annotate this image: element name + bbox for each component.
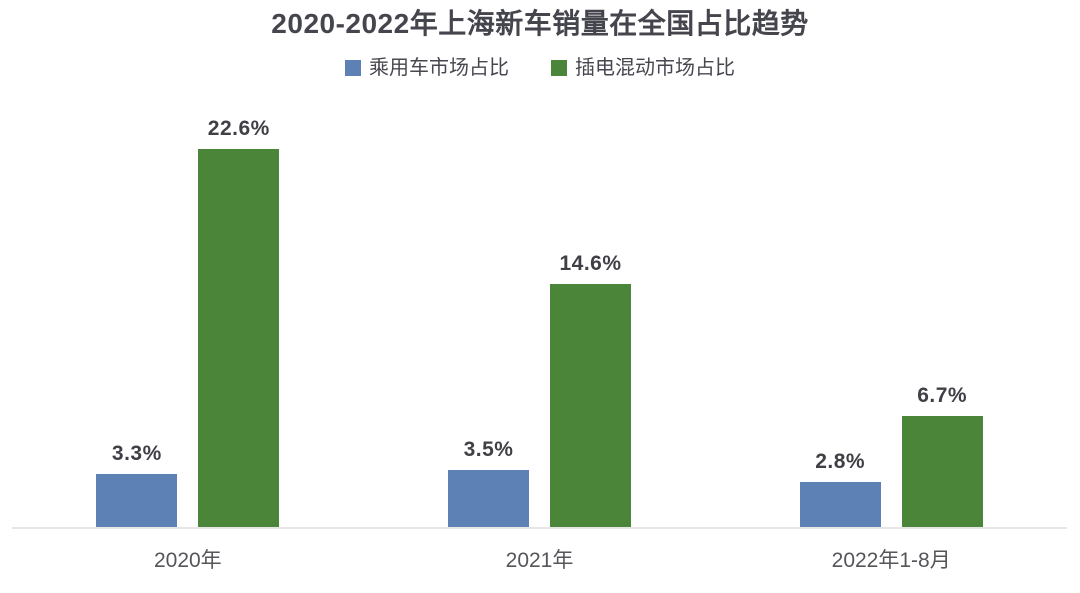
legend: 乘用车市场占比 插电混动市场占比 <box>0 58 1080 78</box>
bar-value-label: 3.3% <box>111 442 162 465</box>
bar-groups: 3.3% 22.6% 3.5% 14.6% 2.8% 6.7% <box>12 95 1067 529</box>
legend-label-passenger-car: 乘用车市场占比 <box>369 57 509 79</box>
bar-wrap: 6.7% <box>901 383 983 529</box>
bar-wrap: 22.6% <box>198 116 280 529</box>
bar-group: 2.8% 6.7% <box>715 95 1067 529</box>
bar-value-label: 3.5% <box>463 438 514 461</box>
x-axis-label: 2022年1-8月 <box>831 549 951 572</box>
bar-wrap: 2.8% <box>799 449 881 529</box>
bar-wrap: 3.3% <box>96 441 178 529</box>
bar-value-label: 2.8% <box>815 450 866 473</box>
bar <box>198 149 280 529</box>
bar-value-label: 6.7% <box>917 384 968 407</box>
legend-item-plugin-hybrid: 插电混动市场占比 <box>551 58 735 78</box>
x-axis-labels: 2020年 2021年 2022年1-8月 <box>12 547 1067 575</box>
bar-group: 3.3% 22.6% <box>12 95 364 529</box>
bar <box>448 470 529 529</box>
bar-wrap: 14.6% <box>550 251 631 529</box>
bar-value-label: 22.6% <box>207 117 270 140</box>
bar <box>550 284 631 529</box>
x-axis-label: 2021年 <box>505 549 574 572</box>
x-axis-label: 2020年 <box>153 549 222 572</box>
bar <box>96 474 178 529</box>
bar-wrap: 3.5% <box>448 437 529 529</box>
legend-label-plugin-hybrid: 插电混动市场占比 <box>575 57 735 79</box>
bar <box>799 482 881 529</box>
bar-value-label: 14.6% <box>559 252 622 275</box>
legend-swatch-green-icon <box>551 60 567 76</box>
bar-group: 3.5% 14.6% <box>364 95 716 529</box>
legend-swatch-blue-icon <box>345 60 361 76</box>
bar <box>901 416 983 529</box>
x-axis-line <box>12 527 1067 529</box>
chart-title: 2020-2022年上海新车销量在全国占比趋势 <box>271 8 809 39</box>
plot-area: 3.3% 22.6% 3.5% 14.6% 2.8% 6.7% <box>12 95 1067 529</box>
legend-item-passenger-car: 乘用车市场占比 <box>345 58 509 78</box>
